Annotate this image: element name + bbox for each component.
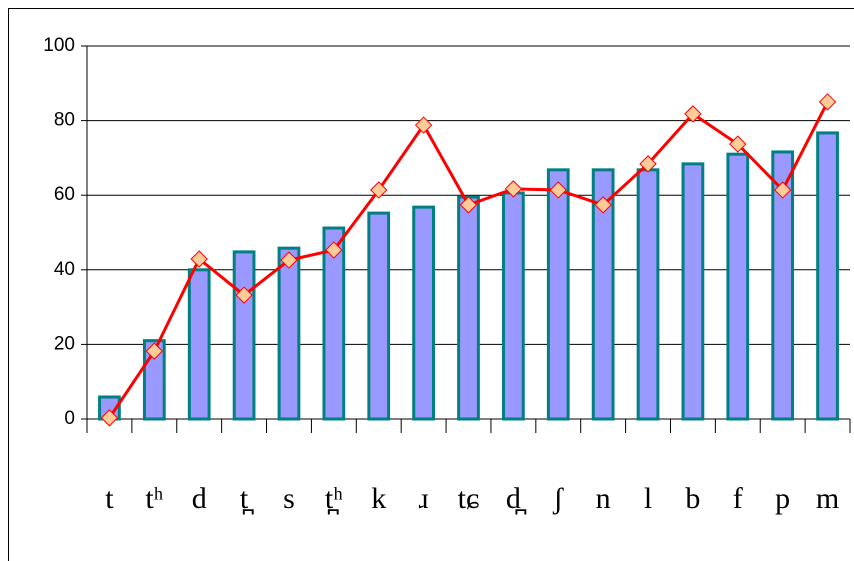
marker: [459, 196, 478, 214]
marker: [414, 116, 433, 134]
bar: [187, 268, 211, 421]
marker: [818, 93, 837, 111]
x-tick-label: d: [192, 482, 207, 515]
x-tick-label: d̪: [506, 482, 527, 515]
bar: [277, 246, 301, 421]
y-tick-label: 40: [54, 259, 75, 280]
y-tick-label: 60: [54, 184, 75, 205]
x-tick-label: t̪ʰ: [325, 482, 343, 515]
x-tick-label: s: [283, 482, 295, 515]
marker: [145, 342, 164, 360]
bar: [322, 226, 346, 421]
marker: [504, 180, 523, 198]
marker: [549, 181, 567, 199]
marker: [100, 409, 119, 427]
marker: [684, 105, 702, 123]
bar: [726, 152, 750, 421]
x-tick-label: tɕ: [458, 482, 480, 515]
bar: [232, 250, 256, 421]
y-tick-label: 100: [43, 35, 75, 56]
x-tick-label: k: [371, 482, 386, 515]
bar: [771, 150, 795, 421]
bar: [681, 162, 705, 421]
bar: [502, 191, 525, 421]
x-tick-label: b: [685, 482, 700, 515]
x-tick-label: m: [816, 482, 839, 515]
x-tick-label: ʃ: [552, 482, 564, 515]
marker: [639, 155, 657, 173]
x-tick-label: t: [105, 482, 114, 515]
y-tick-label: 0: [64, 408, 75, 429]
marker: [773, 181, 792, 199]
bar: [591, 168, 615, 421]
marker: [370, 181, 388, 199]
x-tick-label: t̪: [240, 482, 254, 515]
marker: [190, 250, 208, 268]
bar: [546, 168, 570, 421]
bar: [636, 168, 660, 421]
marker: [280, 251, 298, 269]
bar: [367, 211, 391, 421]
x-tick-label: f: [733, 482, 743, 515]
marker: [729, 135, 747, 153]
y-tick-label: 80: [54, 110, 75, 131]
marker: [235, 286, 253, 304]
x-tick-label: l: [644, 482, 652, 515]
x-tick-label: ɹ: [419, 482, 429, 515]
y-tick-label: 20: [54, 333, 75, 354]
x-tick-label: p: [775, 482, 790, 515]
bar: [816, 131, 839, 421]
marker: [325, 241, 343, 259]
bar: [457, 195, 480, 421]
marker: [594, 196, 612, 214]
x-tick-label: n: [596, 482, 611, 515]
bar: [412, 205, 435, 421]
x-tick-label: tʰ: [145, 482, 163, 515]
